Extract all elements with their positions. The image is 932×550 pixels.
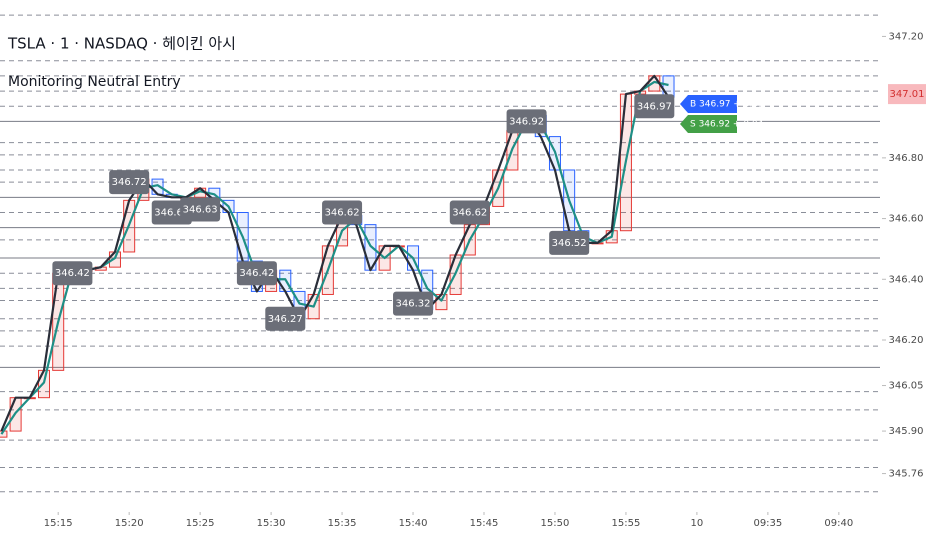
x-tick-label: 09:40 (824, 518, 853, 529)
x-tick-label: 15:15 (44, 518, 73, 529)
price-label-box (265, 306, 306, 331)
price-label: 346.42 (55, 268, 90, 279)
candle (662, 75, 675, 98)
plot-area: 346.42346.72346.62346.63346.42346.27346.… (0, 14, 880, 493)
x-tick-label: 15:30 (257, 518, 286, 529)
price-line (0, 80, 669, 435)
x-tick-label: 15:35 (328, 518, 357, 529)
y-tick-label: 346.40 (889, 274, 924, 285)
y-tick-label: 346.80 (889, 153, 924, 164)
price-label: 346.63 (183, 204, 218, 215)
price-label-box (393, 291, 434, 316)
price-label: 346.62 (325, 208, 360, 219)
x-tick-label: 09:35 (753, 518, 782, 529)
price-label-box (449, 200, 490, 225)
order-tag: B 346.97 + 0.01 (680, 95, 764, 113)
last-price-label: 347.01 (890, 89, 925, 100)
y-tick-label: 346.60 (889, 214, 924, 225)
price-label-box (322, 200, 363, 225)
chart-subtitle: Monitoring Neutral Entry (8, 74, 181, 90)
price-label: 346.52 (552, 238, 587, 249)
chart-title: TSLA · 1 · NASDAQ · 헤이킨 아시 (7, 35, 236, 53)
price-label: 346.62 (452, 208, 487, 219)
price-label-box (634, 94, 675, 119)
x-tick-label: 15:20 (115, 518, 144, 529)
price-label-box (52, 261, 93, 286)
order-tag-box (680, 95, 737, 113)
x-tick-label: 10 (691, 518, 704, 529)
price-label: 346.32 (396, 299, 431, 310)
y-tick-label: 345.90 (889, 426, 924, 437)
price-label: 346.92 (509, 116, 544, 127)
y-tick-label: 347.20 (889, 31, 924, 42)
price-label-box (180, 197, 221, 222)
price-label-box (109, 170, 150, 195)
x-tick-label: 15:45 (470, 518, 499, 529)
y-tick-label: 345.76 (889, 469, 924, 480)
price-label-box (506, 109, 547, 134)
price-label-box (236, 261, 277, 286)
order-tag-label: S 346.92 + 0.04 (690, 120, 764, 130)
order-tag: S 346.92 + 0.04 (680, 115, 764, 133)
price-label: 346.42 (239, 268, 274, 279)
price-label: 346.72 (112, 177, 147, 188)
x-tick-label: 15:55 (612, 518, 641, 529)
y-tick-label: 346.05 (889, 381, 924, 392)
y-tick-label: 346.20 (889, 335, 924, 346)
price-label: 346.27 (268, 314, 303, 325)
price-line (0, 74, 670, 432)
order-tag-label: B 346.97 + 0.01 (690, 100, 764, 110)
order-tag-box (680, 115, 737, 133)
last-price-box (888, 84, 926, 105)
price-label-box (549, 230, 590, 255)
x-tick-label: 15:25 (186, 518, 215, 529)
x-tick-label: 15:40 (399, 518, 428, 529)
price-label: 346.97 (637, 101, 672, 112)
x-tick-label: 15:50 (541, 518, 570, 529)
price-label: 346.62 (154, 208, 189, 219)
